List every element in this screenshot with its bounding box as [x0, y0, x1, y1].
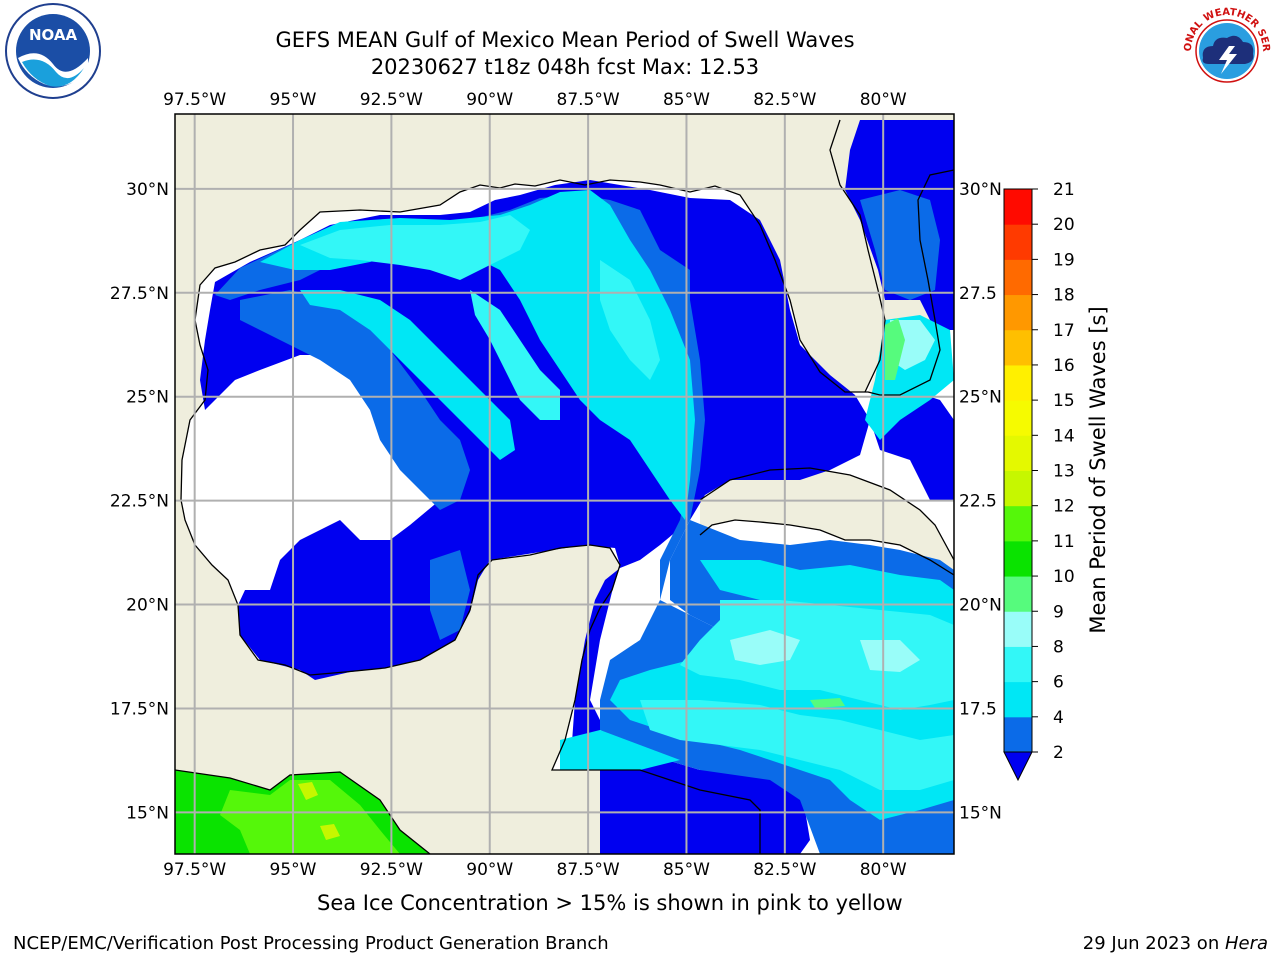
colorbar-tick-label: 19 [1053, 250, 1075, 270]
lat-label: 22.5 [959, 492, 997, 512]
colorbar-bin [1004, 435, 1032, 471]
colorbar-label: Mean Period of Swell Waves [s] [1086, 306, 1110, 633]
sea-ice-note: Sea Ice Concentration > 15% is shown in … [317, 891, 903, 915]
lon-label: 90°W [466, 860, 513, 880]
colorbar-bin [1004, 540, 1032, 577]
colorbar-tick-label: 21 [1053, 180, 1075, 200]
colorbar-bin [1004, 505, 1032, 542]
lat-label: 20°N [126, 596, 169, 616]
lon-labels-bottom: 97.5°W 95°W 92.5°W 90°W 87.5°W 85°W 82.5°W 80°W [163, 860, 907, 880]
graticule [175, 114, 954, 854]
lon-label: 97.5°W [163, 860, 226, 880]
swell-12-13 [298, 782, 340, 840]
lat-label: 27.5 [959, 284, 997, 304]
colorbar-ticks: 2 4 6 8 9 10 11 12 13 14 15 16 17 18 19 20 21 [1032, 180, 1075, 763]
lon-label: 95°W [270, 860, 317, 880]
colorbar-tick-label: 10 [1053, 567, 1075, 587]
land-cuba [700, 468, 954, 575]
colorbar-bin [1004, 259, 1032, 296]
svg-text:NOAA: NOAA [29, 26, 78, 44]
lon-label: 80°W [860, 90, 907, 110]
lat-label: 17.5 [959, 699, 997, 719]
lat-label: 15°N [959, 803, 1002, 823]
colorbar-tick-label: 16 [1053, 356, 1075, 376]
lon-label: 85°W [663, 860, 710, 880]
colorbar-bin [1004, 329, 1032, 366]
colorbar-extend-arrow [1003, 751, 1033, 782]
lat-label: 25°N [126, 388, 169, 408]
colorbar-tick-label: 12 [1053, 497, 1075, 517]
lon-label: 92.5°W [360, 90, 423, 110]
lon-labels-top: 97.5°W 95°W 92.5°W 90°W 87.5°W 85°W 82.5°W 80°W [163, 90, 907, 110]
lon-label: 82.5°W [753, 860, 816, 880]
lat-labels-left: 30°N 27.5°N 25°N 22.5°N 20°N 17.5°N 15°N [110, 180, 169, 824]
colorbar-tick-label: 2 [1053, 743, 1064, 763]
colorbar-tick-label: 11 [1053, 532, 1075, 552]
colorbar-bin [1004, 470, 1032, 507]
lon-label: 97.5°W [163, 90, 226, 110]
colorbar-tick-label: 20 [1053, 215, 1075, 235]
lon-label: 85°W [663, 90, 710, 110]
map-panel [175, 114, 954, 854]
swell-6-8 [300, 215, 954, 790]
swell-11-12 [220, 780, 400, 854]
lat-label: 20°N [959, 596, 1002, 616]
lat-label: 15°N [126, 803, 169, 823]
footer-date: 29 Jun 2023 on Hera [1083, 933, 1268, 954]
colorbar-bin [1004, 224, 1032, 260]
colorbar-bin [1004, 364, 1032, 401]
colorbar-tick-label: 9 [1053, 602, 1064, 622]
colorbar-tick-label: 8 [1053, 637, 1064, 657]
lat-label: 17.5°N [110, 699, 169, 719]
colorbar-tick-label: 14 [1053, 426, 1075, 446]
colorbar-bin [1004, 611, 1032, 647]
lon-label: 92.5°W [360, 860, 423, 880]
colorbar-bin [1004, 294, 1032, 331]
colorbar-bin [1004, 189, 1032, 225]
colorbar-tick-label: 4 [1053, 708, 1064, 728]
lon-label: 80°W [860, 860, 907, 880]
noaa-logo: NOAA [5, 3, 101, 99]
colorbar-bin [1004, 576, 1032, 612]
colorbar-bin [1004, 681, 1032, 718]
colorbar-tick-label: 13 [1053, 462, 1075, 482]
colorbar-tick-label: 17 [1053, 321, 1075, 341]
chart-title: GEFS MEAN Gulf of Mexico Mean Period of … [275, 28, 855, 52]
colorbar-tick-label: 6 [1053, 673, 1064, 693]
chart-subtitle: 20230627 t18z 048h fcst Max: 12.53 [370, 55, 760, 79]
land-us [175, 114, 954, 520]
lat-label: 27.5°N [110, 284, 169, 304]
colorbar-tick-label: 15 [1053, 391, 1075, 411]
colorbar [1003, 188, 1033, 782]
colorbar-bin [1004, 646, 1032, 683]
colorbar-bin [1004, 716, 1032, 753]
lon-label: 87.5°W [557, 90, 620, 110]
lat-label: 22.5°N [110, 492, 169, 512]
lat-label: 30°N [959, 180, 1002, 200]
footer-date-text: 29 Jun 2023 on [1082, 933, 1225, 954]
nws-logo: NATIONAL WEATHER SERVICE [1177, 2, 1273, 97]
footer-host: Hera [1224, 933, 1268, 954]
footer-branch: NCEP/EMC/Verification Post Processing Pr… [13, 933, 609, 954]
lon-label: 87.5°W [557, 860, 620, 880]
colorbar-tick-label: 18 [1053, 286, 1075, 306]
colorbar-bin [1004, 400, 1032, 436]
lon-label: 95°W [270, 90, 317, 110]
lat-label: 30°N [126, 180, 169, 200]
lon-label: 90°W [466, 90, 513, 110]
map-frame [174, 113, 955, 855]
lat-label: 25°N [959, 388, 1002, 408]
lat-labels-right: 30°N 27.5 25°N 22.5 20°N 17.5 15°N [959, 180, 1002, 824]
lon-label: 82.5°W [753, 90, 816, 110]
